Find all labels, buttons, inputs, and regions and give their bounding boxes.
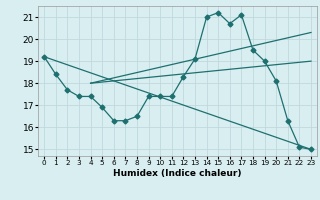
X-axis label: Humidex (Indice chaleur): Humidex (Indice chaleur) [113, 169, 242, 178]
